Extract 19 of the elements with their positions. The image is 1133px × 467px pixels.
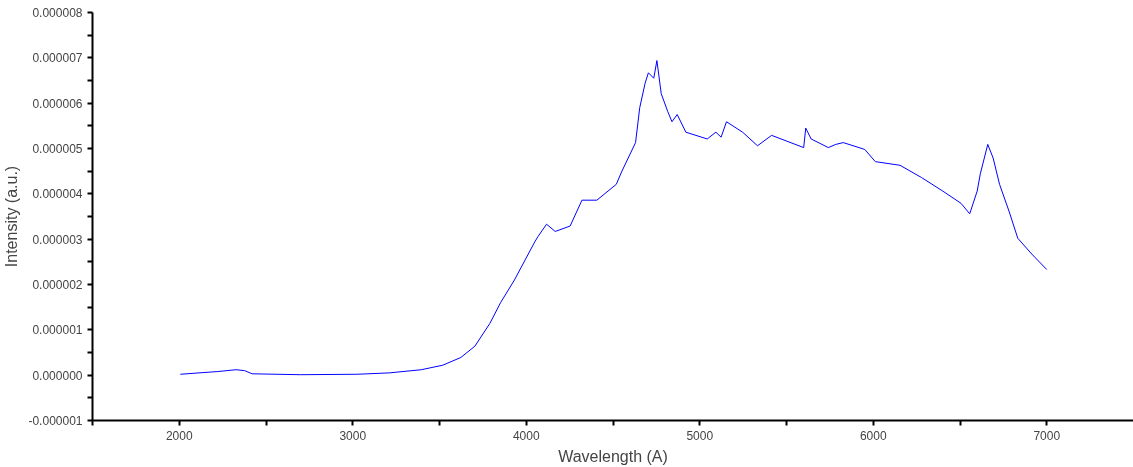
y-tick-label: 0.000004 [32, 187, 83, 202]
x-tick-label: 4000 [512, 428, 540, 443]
x-tick-label: 5000 [686, 428, 714, 443]
x-tick-label: 2000 [165, 428, 193, 443]
y-axis-title: Intensity (a.u.) [3, 165, 21, 268]
y-tick-label: 0.000000 [32, 368, 83, 383]
y-tick-label: 0.000008 [32, 6, 83, 20]
y-tick-label: 0.000001 [32, 323, 83, 338]
x-axis-title: Wavelength (A) [558, 447, 668, 465]
x-tick-label: 6000 [859, 428, 887, 443]
y-tick-label: 0.000006 [32, 96, 83, 111]
x-tick-label: 7000 [1033, 428, 1061, 443]
y-tick-label: 0.000005 [32, 142, 83, 156]
x-tick-label: 3000 [339, 428, 367, 443]
y-tick-label: 0.000003 [32, 232, 83, 247]
y-tick-label: -0.000001 [28, 414, 83, 428]
line-series [179, 60, 1048, 376]
y-tick-label: 0.000002 [32, 278, 83, 292]
y-tick-label: 0.000007 [32, 51, 83, 66]
